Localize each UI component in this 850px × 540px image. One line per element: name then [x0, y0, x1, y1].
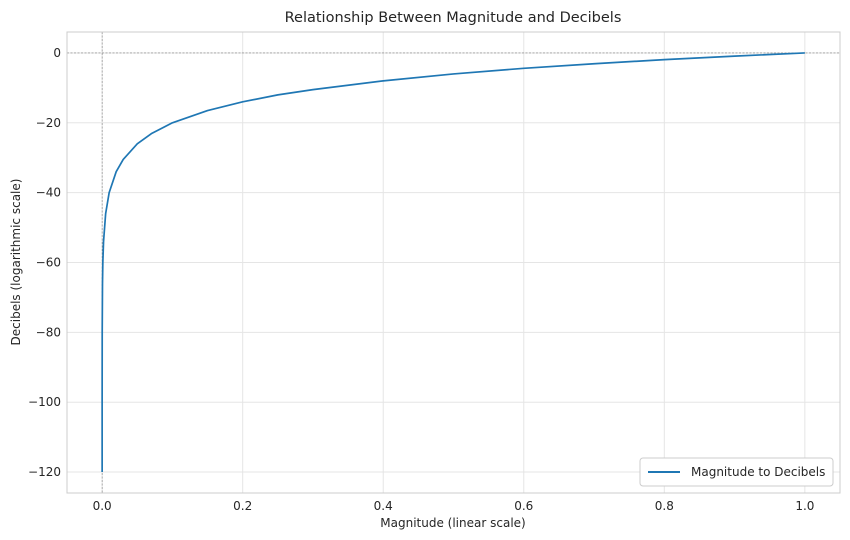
x-tick-label: 0.4 [374, 499, 393, 513]
y-tick-label: −120 [28, 465, 61, 479]
x-tick-label: 0.8 [655, 499, 674, 513]
y-tick-label: −60 [36, 256, 61, 270]
y-tick-label: −20 [36, 116, 61, 130]
x-tick-label: 1.0 [795, 499, 814, 513]
y-tick-label: −100 [28, 395, 61, 409]
chart-title: Relationship Between Magnitude and Decib… [285, 10, 622, 26]
y-tick-label: 0 [53, 46, 61, 60]
y-axis-label: Decibels (logarithmic scale) [9, 179, 23, 346]
legend: Magnitude to Decibels [639, 457, 834, 487]
x-tick-label: 0.2 [233, 499, 252, 513]
y-tick-label: −80 [36, 325, 61, 339]
x-axis-label: Magnitude (linear scale) [380, 516, 525, 530]
series-group [101, 52, 805, 473]
plot-frame [66, 31, 841, 494]
y-tick-label: −40 [36, 186, 61, 200]
legend-label: Magnitude to Decibels [691, 465, 825, 479]
reference-lines [67, 32, 840, 493]
x-tick-label: 0.0 [93, 499, 112, 513]
y-axis-ticks: 0 −20 −40 −60 −80 −100 −120 [28, 46, 61, 479]
x-axis-ticks: 0.0 0.2 0.4 0.6 0.8 1.0 [93, 499, 815, 513]
series-line [101, 52, 805, 473]
x-tick-label: 0.6 [514, 499, 533, 513]
legend-box [639, 457, 834, 487]
